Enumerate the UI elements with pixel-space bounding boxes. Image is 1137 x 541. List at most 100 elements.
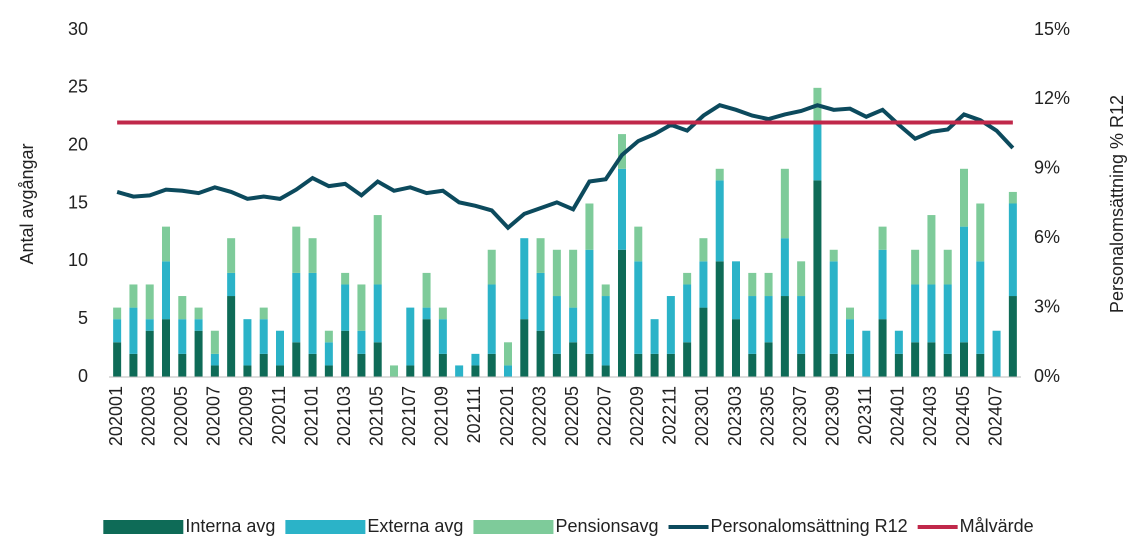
- bar-segment: [829, 261, 838, 354]
- legend-swatch: [103, 520, 184, 534]
- bar-segment: [324, 330, 333, 343]
- x-tick-label: 202103: [334, 386, 354, 446]
- bar-segment: [764, 296, 773, 343]
- bar-segment: [894, 353, 903, 377]
- legend-swatch: [473, 520, 554, 534]
- bar-segment: [438, 319, 447, 354]
- bar-segment: [780, 296, 789, 377]
- bar-segment: [846, 319, 854, 354]
- bar-segment: [341, 272, 350, 285]
- bar-segment: [764, 272, 773, 297]
- bar-segment: [129, 307, 138, 354]
- bar-segment: [145, 330, 154, 377]
- legend-label: Målvärde: [960, 516, 1034, 536]
- bar-segment: [210, 365, 219, 377]
- bar-segment: [634, 261, 643, 354]
- bar-segment: [113, 342, 122, 377]
- bar-segment: [797, 296, 806, 354]
- bar-segment: [683, 284, 692, 343]
- bar-segment: [292, 272, 301, 343]
- y2-tick-label: 0%: [1034, 366, 1060, 386]
- bar-segment: [487, 284, 496, 354]
- bar-segment: [438, 353, 447, 377]
- bar-segment: [780, 238, 789, 297]
- bar-segment: [569, 249, 578, 308]
- bar-segment: [145, 319, 154, 331]
- bar-segment: [683, 342, 692, 377]
- bar-segment: [732, 261, 740, 320]
- bar-segment: [341, 284, 350, 331]
- bar-segment: [585, 249, 594, 354]
- bar-segment: [699, 238, 708, 262]
- bar-segment: [178, 296, 187, 320]
- bar-segment: [536, 238, 545, 273]
- bar-segment: [324, 342, 333, 366]
- bar-segment: [878, 226, 887, 250]
- bar-segment: [373, 284, 382, 343]
- x-tick-label: 202109: [432, 386, 452, 446]
- x-tick-label: 202005: [171, 386, 191, 446]
- bar-segment: [487, 249, 496, 285]
- x-tick-label: 202007: [204, 386, 224, 446]
- y-tick-label: 5: [78, 308, 88, 328]
- bar-segment: [943, 353, 952, 377]
- legend-label: Externa avg: [367, 516, 463, 536]
- x-tick-label: 202407: [985, 386, 1005, 446]
- bar-segment: [129, 284, 138, 308]
- bar-segment: [113, 307, 122, 320]
- bar-segment: [797, 353, 806, 377]
- bar-segment: [552, 296, 561, 354]
- bar-segment: [715, 261, 724, 377]
- legend-swatch: [285, 520, 366, 534]
- bar-segment: [569, 342, 578, 377]
- x-tick-label: 202003: [138, 386, 158, 446]
- y-tick-label: 30: [68, 19, 88, 39]
- bar-segment: [960, 342, 968, 377]
- bar-segment: [129, 353, 138, 377]
- bar-segment: [585, 203, 594, 250]
- bar-segment: [243, 319, 252, 366]
- y2-tick-label: 3%: [1034, 296, 1060, 316]
- legend-label: Interna avg: [185, 516, 275, 536]
- bar-segment: [618, 134, 626, 169]
- bar-segment: [927, 215, 936, 285]
- bar-segment: [748, 353, 757, 377]
- bar-segment: [341, 330, 350, 377]
- bar-segment: [308, 272, 317, 354]
- bar-segment: [927, 284, 936, 343]
- bar-segment: [145, 284, 154, 320]
- y-tick-label: 25: [68, 77, 88, 97]
- x-tick-label: 202101: [301, 386, 321, 446]
- bar-segment: [911, 284, 920, 343]
- bar-segment: [357, 330, 366, 354]
- bar-segment: [715, 168, 724, 181]
- bar-segment: [552, 353, 561, 377]
- y-tick-label: 0: [78, 366, 88, 386]
- y2-tick-label: 15%: [1034, 19, 1070, 39]
- bar-segment: [487, 353, 496, 377]
- bar-segment: [194, 330, 203, 377]
- x-tick-label: 202201: [497, 386, 517, 446]
- bar-segment: [601, 284, 610, 297]
- line-series: [116, 103, 1015, 231]
- bar-segment: [520, 319, 529, 377]
- y2-tick-label: 12%: [1034, 88, 1070, 108]
- bar-segment: [846, 353, 854, 377]
- x-tick-label: 202209: [627, 386, 647, 446]
- bar-segment: [210, 330, 219, 354]
- y-tick-label: 15: [68, 192, 88, 212]
- y2-tick-label: 9%: [1034, 158, 1060, 178]
- bar-segment: [1008, 296, 1017, 377]
- bar-segment: [292, 226, 301, 273]
- y-tick-label: 20: [68, 134, 88, 154]
- y2-axis-title: Personalomsättning % R12: [1107, 95, 1127, 313]
- bar-segment: [162, 319, 170, 377]
- bar-segment: [650, 319, 659, 354]
- bar-segment: [829, 353, 838, 377]
- legend-label: Pensionsavg: [555, 516, 658, 536]
- bar-segment: [960, 168, 968, 227]
- x-tick-label: 202305: [757, 386, 777, 446]
- bar-segment: [911, 342, 920, 377]
- bar-segment: [422, 272, 431, 308]
